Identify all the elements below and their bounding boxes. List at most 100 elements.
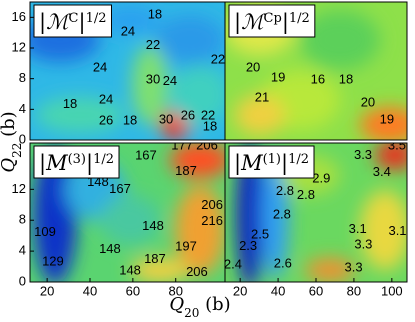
text-part: 22 <box>10 143 24 158</box>
text-part: 20 <box>184 306 199 320</box>
colour-blob <box>360 107 407 140</box>
x-axis-label: Q20 (b) <box>169 294 230 320</box>
contour-label: 2.8 <box>276 183 294 198</box>
contour-label: 26 <box>181 108 195 123</box>
contour-label: 26 <box>99 112 113 127</box>
contour-label: 20 <box>246 59 260 74</box>
contour-label: 22 <box>201 108 215 123</box>
contour-label: 19 <box>271 69 285 84</box>
colour-blob <box>132 45 168 125</box>
contour-label: 3.3 <box>354 236 372 251</box>
contour-label: 24 <box>163 73 177 88</box>
contour-label: 2.6 <box>274 256 292 271</box>
y-tick-label: 12 <box>12 39 26 54</box>
contour-label: 206 <box>201 197 223 212</box>
contour-label: 167 <box>109 181 131 196</box>
contour-label: 2.9 <box>312 171 330 186</box>
title-box <box>228 4 316 38</box>
text-part: (b) <box>0 111 19 142</box>
contour-label: 2.8 <box>273 206 291 221</box>
contour-label: 18 <box>203 118 217 133</box>
panel-title: |ℳCp|1/2 <box>234 10 310 35</box>
contour-label: 206 <box>196 138 218 153</box>
contour-label: 22 <box>211 52 225 67</box>
x-tick-label: 60 <box>126 283 140 298</box>
x-tick-label: 20 <box>40 283 54 298</box>
contour-label: 18 <box>148 6 162 21</box>
y-tick-label: 4 <box>19 101 26 116</box>
text-part: |ℳ <box>234 10 267 35</box>
text-part: 1/2 <box>289 11 310 26</box>
contour-label: 2.8 <box>297 187 315 202</box>
text-part: (3) <box>68 152 86 167</box>
contour-label: 24 <box>99 92 113 107</box>
x-tick-label: 20 <box>233 283 247 298</box>
colour-blob <box>35 97 125 133</box>
panel-title: |ℳC|1/2 <box>39 10 106 35</box>
x-tick-label: 40 <box>83 283 97 298</box>
contour-label: 19 <box>380 112 394 127</box>
y-tick-label: 0 <box>19 273 26 288</box>
title-box <box>33 145 120 179</box>
x-tick-label: 60 <box>309 283 323 298</box>
panel-title: |M(1)|1/2 <box>234 151 309 176</box>
contour-label: 3.3 <box>344 260 362 275</box>
x-tick-label: 80 <box>168 283 182 298</box>
y-tick-label: 4 <box>19 243 26 258</box>
contour-label: 30 <box>146 72 160 87</box>
contour-label: 148 <box>119 263 141 278</box>
colour-blob <box>170 65 225 125</box>
colour-blob <box>375 143 407 170</box>
text-part: | <box>86 151 93 176</box>
y-tick-label: 12 <box>12 181 26 196</box>
contour-label: 177 <box>171 138 193 153</box>
panel-frame <box>224 1 408 141</box>
contour-label: 206 <box>186 264 208 279</box>
x-tick-label: 40 <box>271 283 285 298</box>
text-part: Cp <box>264 11 282 26</box>
title-box <box>33 4 112 38</box>
colour-blob <box>175 185 225 275</box>
colour-blob <box>100 6 160 34</box>
contour-label: 3.5 <box>388 138 406 153</box>
colour-blob <box>130 258 190 282</box>
colour-blob <box>100 195 160 245</box>
text-part: |M <box>234 151 263 176</box>
contour-label: 2.4 <box>224 256 242 271</box>
text-part: (1) <box>263 152 281 167</box>
contour-label: 20 <box>361 95 375 110</box>
y-tick-label: 16 <box>12 9 26 24</box>
text-part: 1/2 <box>288 152 309 167</box>
contour-label: 148 <box>99 241 121 256</box>
panel: 3.33.52.9 3.42.8 2.82.82.52.32.63.13.33.12… <box>224 138 407 282</box>
contour-label: 197 <box>175 239 197 254</box>
contour-label: 167 <box>135 148 157 163</box>
colour-blob <box>155 15 225 65</box>
contour-label: 18 <box>123 112 137 127</box>
colour-blob <box>360 190 407 270</box>
contour-label: 18 <box>339 72 353 87</box>
text-part: | <box>282 10 289 35</box>
panel-title: |M(3)|1/2 <box>39 151 114 176</box>
contour-label: 148 <box>142 218 164 233</box>
contour-label: 3.4 <box>373 164 391 179</box>
contour-label: 16 <box>311 72 325 87</box>
colour-blob <box>261 150 289 280</box>
x-tick-label: 80 <box>347 283 361 298</box>
contour-label: 24 <box>93 59 107 74</box>
contour-label: 2.5 <box>251 226 269 241</box>
contour-label: 109 <box>34 224 56 239</box>
contour-label: 3.1 <box>388 223 406 238</box>
contour-label: 216 <box>201 213 223 228</box>
text-part: (b) <box>199 294 230 315</box>
contour-label: 3.1 <box>349 221 367 236</box>
title-box <box>228 145 315 179</box>
x-tick-label: 100 <box>381 283 403 298</box>
text-part: C <box>69 11 79 26</box>
colour-blob <box>33 145 77 282</box>
colour-blob <box>300 10 380 70</box>
y-axis-label: Q22 (b) <box>0 111 24 172</box>
text-part: Q <box>169 294 184 315</box>
